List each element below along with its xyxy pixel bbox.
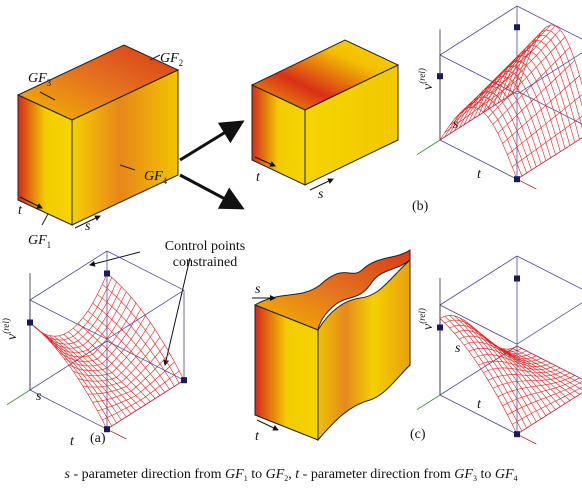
cube-edge (417, 395, 440, 410)
mesh-plot (417, 6, 582, 189)
mesh-line (450, 315, 527, 428)
label-base: GF (144, 169, 163, 184)
control-point (514, 24, 520, 30)
param-label: s (36, 389, 42, 404)
cube-edge (440, 305, 517, 344)
box-c (255, 250, 410, 440)
label: GF2 (160, 51, 183, 68)
label: GF1 (28, 233, 51, 250)
param-label: t (477, 167, 482, 182)
cube-edge (440, 6, 517, 55)
mesh-line (445, 102, 522, 176)
label-sub: 4 (163, 176, 168, 186)
control-point (514, 431, 520, 437)
label: GF3 (28, 71, 52, 88)
annotation: constrained (173, 255, 238, 270)
caption-part: - parameter direction from (299, 467, 454, 482)
cube-edge (7, 390, 30, 405)
cube-edge (30, 300, 107, 339)
cube-edge (517, 256, 582, 295)
mesh-line (454, 92, 531, 170)
arrow (180, 122, 242, 160)
param-label: t (255, 429, 260, 444)
label-sup: (rel) (1, 318, 11, 334)
mesh-line (30, 274, 107, 337)
label-sup: (rel) (417, 68, 427, 84)
cube-edge (417, 140, 440, 155)
control-point (437, 325, 443, 331)
mesh-line (35, 327, 112, 426)
caption-part: 4 (514, 474, 518, 483)
mesh-line (440, 319, 517, 435)
control-point (27, 320, 33, 326)
caption-part: GF (495, 467, 514, 482)
label-sub: 2 (179, 58, 184, 68)
control-point (514, 176, 520, 182)
label-base: GF (28, 71, 47, 86)
label-sub: 3 (47, 78, 52, 88)
box-b (252, 40, 398, 185)
control-point (437, 73, 443, 79)
caption-part: GF (225, 467, 244, 482)
label-base: GF (28, 233, 47, 248)
caption: s - parameter direction from GF1 to GF2,… (65, 467, 518, 483)
arrow (180, 175, 242, 208)
label-sub: 1 (47, 240, 52, 250)
mesh-plot (417, 256, 582, 444)
mesh-line (73, 328, 150, 401)
mesh-line (445, 316, 522, 431)
control-point (181, 377, 187, 383)
label: v(rel) (417, 308, 436, 330)
panel-label: (c) (410, 427, 426, 442)
caption-part: GF (266, 467, 285, 482)
control-point (104, 271, 110, 277)
figure: GF2GF3GF4GF1tstsststststv(rel)v(rel)v(re… (0, 0, 582, 488)
panel-label: (b) (412, 199, 429, 214)
annotation: Control points (165, 239, 246, 254)
mesh-line (93, 353, 170, 402)
param-label: s (85, 219, 91, 234)
param-label: s (318, 187, 324, 202)
label: v(rel) (417, 68, 436, 90)
mesh-line (512, 111, 582, 167)
caption-part: GF (454, 467, 473, 482)
param-label: t (18, 203, 23, 218)
param-label: s (455, 341, 461, 356)
caption-part: - parameter direction from (70, 467, 225, 482)
param-label: s (453, 117, 459, 132)
label-base: GF (160, 51, 179, 66)
mesh-plot (7, 251, 187, 439)
mesh-line (459, 87, 536, 167)
caption-part: , (288, 467, 295, 482)
cube-edge (517, 45, 582, 94)
label: v(rel) (1, 318, 20, 340)
panel-label: (a) (90, 431, 106, 446)
label-sup: (rel) (417, 308, 427, 324)
cube-edge (440, 256, 517, 305)
cube-edge (30, 251, 107, 300)
cube-edge (517, 295, 582, 344)
mesh-line (107, 380, 184, 429)
mesh-line (35, 278, 112, 341)
caption-part: to (477, 467, 495, 482)
cube-edge (30, 390, 107, 429)
control-point (514, 276, 520, 282)
param-label: t (477, 397, 482, 412)
caption-part: to (248, 467, 266, 482)
cube-edge (107, 341, 184, 380)
param-label: t (70, 434, 75, 449)
mesh-line (40, 331, 117, 423)
mesh-line (464, 81, 541, 163)
mesh-line (450, 97, 527, 173)
param-label: t (256, 170, 261, 185)
param-label: s (255, 282, 261, 297)
mesh-line (483, 30, 560, 112)
mesh-line (507, 380, 582, 415)
